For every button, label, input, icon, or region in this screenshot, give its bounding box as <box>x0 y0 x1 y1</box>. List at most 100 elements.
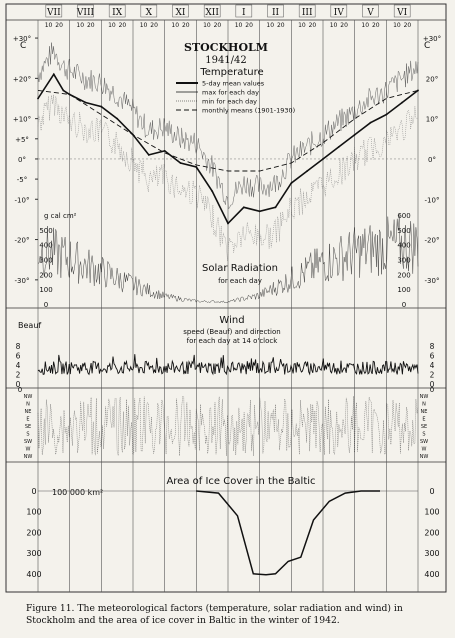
month-label: I <box>242 8 246 18</box>
day-tick-label: 10 <box>140 22 148 29</box>
five-day-mean-point <box>385 113 388 116</box>
outer-frame <box>5 3 447 593</box>
solar-series <box>37 215 419 304</box>
solar-tick-label: 500 <box>39 227 52 235</box>
temperature-section-title: Temperature <box>199 67 263 78</box>
temperature-right-tick-label: 0° <box>428 156 436 164</box>
ice-cover-panel: Area of Ice Cover in the Baltic 100 000 … <box>26 476 439 579</box>
five-day-mean-point <box>401 101 404 104</box>
ice-tick-label: 400 <box>26 570 41 579</box>
wind-right-tick-label: 6 <box>430 352 435 361</box>
day-tick-label: 10 <box>266 22 274 29</box>
month-label: II <box>272 8 280 18</box>
wind-subtitle-2: for each day at 14 o'clock <box>187 337 279 345</box>
month-label: XII <box>205 8 219 18</box>
month-label: VII <box>46 8 61 18</box>
month-label: X <box>146 8 153 18</box>
wind-direction-label: NW <box>24 454 33 460</box>
five-day-mean-point <box>37 97 39 100</box>
ice-right-tick-label: 200 <box>424 528 439 537</box>
day-tick-label: 10 <box>361 22 369 29</box>
min-each-day-line <box>37 94 419 262</box>
solar-tick-label: 0 <box>44 301 48 309</box>
wind-direction-right-label: E <box>422 417 425 423</box>
max-each-day-line <box>37 42 419 210</box>
ice-unit: 100 000 km² <box>52 488 103 497</box>
ice-y-axis: 0 0 100 100 200 200 300 300 400 400 <box>26 487 439 579</box>
wind-direction-right-label: W <box>422 447 427 453</box>
solar-tick-label: 100 <box>39 286 52 294</box>
month-label: XI <box>176 8 186 18</box>
temperature-tick-label: +20° <box>13 75 31 83</box>
month-label: IX <box>112 8 123 18</box>
day-tick-label: 20 <box>245 22 253 29</box>
temperature-title: STOCKHOLM <box>184 41 268 54</box>
legend-entry: monthly means (1901-1930) <box>202 107 295 115</box>
ice-right-tick-label: 100 <box>424 508 439 517</box>
wind-subtitle-1: speed (Beauf) and direction <box>183 328 280 336</box>
wind-direction-label: S <box>26 432 29 438</box>
wind-direction-label: SE <box>25 424 31 430</box>
wind-direction-right-label: S <box>422 432 425 438</box>
temperature-panel: STOCKHOLM 1941/42 Temperature 5-day mean… <box>13 35 441 285</box>
wind-direction-axis: NW NWN NNE NEE ESE SES SSW SWW WNW NW0 0 <box>18 386 434 460</box>
five-day-mean-point <box>163 149 166 152</box>
day-tick-label: 10 <box>108 22 116 29</box>
solar-subtitle: for each day <box>218 277 262 285</box>
five-day-mean-point <box>100 105 103 108</box>
ice-series <box>196 490 380 576</box>
day-tick-label: 10 <box>393 22 401 29</box>
five-day-mean-point <box>306 170 309 172</box>
figure-label: Figure 11. <box>26 603 75 614</box>
temperature-tick-label: -10° <box>15 196 30 204</box>
wind-direction-label: E <box>26 417 29 423</box>
five-day-mean-point <box>353 133 356 136</box>
wind-direction-zero-label: 0 <box>18 386 22 394</box>
wind-direction-label: W <box>26 447 31 453</box>
five-day-mean-point <box>337 145 340 148</box>
wind-direction-line <box>37 395 419 457</box>
wind-direction-zero-right: 0 <box>430 386 434 394</box>
ice-tick-label: 200 <box>26 528 41 537</box>
day-tick-label: 20 <box>309 22 317 29</box>
five-day-mean-point <box>195 166 198 168</box>
wind-direction-label: NW <box>24 394 33 400</box>
wind-speed-series <box>37 354 419 376</box>
temperature-right-tick-label: -10° <box>425 196 440 204</box>
solar-right-tick-label: 500 <box>397 227 410 235</box>
month-label: VIII <box>76 8 95 18</box>
five-day-mean-point <box>179 162 182 164</box>
month-label: VI <box>396 8 407 18</box>
wind-speed-axis: 8 86 64 42 20 0 <box>16 342 435 389</box>
temperature-tick-label: +10° <box>13 116 31 124</box>
five-day-mean-point <box>322 158 324 160</box>
wind-tick-label: 8 <box>16 342 21 351</box>
month-label: III <box>302 8 313 18</box>
wind-direction-right-label: NW <box>420 454 429 460</box>
solar-daily-line <box>37 215 419 304</box>
day-tick-label: 20 <box>372 22 380 29</box>
day-tick-label: 10 <box>76 22 84 29</box>
month-box <box>172 4 189 18</box>
five-day-mean-point <box>274 206 277 209</box>
wind-right-tick-label: 0 <box>430 380 435 389</box>
wind-direction-right-label: NE <box>421 409 428 415</box>
wind-title: Wind <box>219 315 244 326</box>
day-tick-label: 20 <box>214 22 222 29</box>
solar-right-tick-label: 600 <box>397 212 410 220</box>
temperature-right-tick-label: 10° <box>426 116 438 124</box>
wind-direction-right-label: SE <box>421 424 427 430</box>
wind-unit: Beauf <box>18 321 41 330</box>
day-tick-label: 20 <box>182 22 190 29</box>
solar-radiation-panel: Solar Radiation for each day g cal cm² 6… <box>37 212 419 309</box>
ice-title: Area of Ice Cover in the Baltic <box>166 476 315 487</box>
ice-tick-label: 100 <box>26 508 41 517</box>
five-day-mean-point <box>369 121 372 124</box>
five-day-mean-point <box>242 206 245 209</box>
temperature-tick-label: -30° <box>15 277 30 285</box>
month-box <box>362 4 379 18</box>
day-tick-label: 10 <box>203 22 211 29</box>
